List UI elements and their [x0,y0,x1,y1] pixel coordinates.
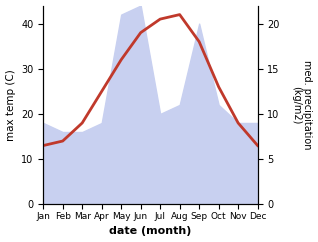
Y-axis label: max temp (C): max temp (C) [5,69,16,141]
X-axis label: date (month): date (month) [109,227,192,236]
Y-axis label: med. precipitation
(kg/m2): med. precipitation (kg/m2) [291,60,313,150]
